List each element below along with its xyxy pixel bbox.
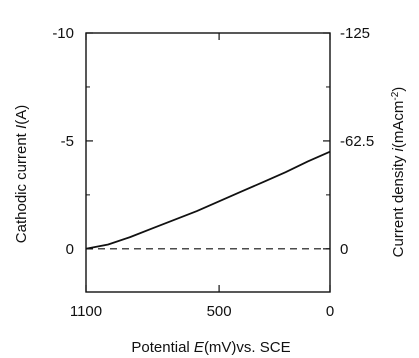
y-tick-label: -10 bbox=[52, 25, 74, 42]
y-tick-label: -5 bbox=[61, 133, 74, 150]
ticks-group: 1100 500 0 -10 -5 0 -125 -62.5 0 bbox=[52, 25, 374, 320]
x-tick-label: 1100 bbox=[70, 303, 102, 320]
y2-axis-label: Current density i(mAcm-2) bbox=[390, 87, 408, 258]
y-axis-label: Cathodic current I(A) bbox=[13, 105, 30, 243]
y2-tick-label: -125 bbox=[340, 25, 370, 42]
x-axis-label: Potential E(mV)vs. SCE bbox=[131, 339, 290, 356]
y2-tick-label: 0 bbox=[340, 241, 348, 258]
x-tick-label: 500 bbox=[207, 303, 232, 320]
x-tick-label: 0 bbox=[326, 303, 334, 320]
y-tick-label: 0 bbox=[66, 241, 74, 258]
current-curve-line bbox=[85, 150, 331, 250]
plot-frame bbox=[85, 32, 331, 293]
series-group bbox=[85, 150, 331, 250]
y2-tick-label: -62.5 bbox=[340, 133, 374, 150]
